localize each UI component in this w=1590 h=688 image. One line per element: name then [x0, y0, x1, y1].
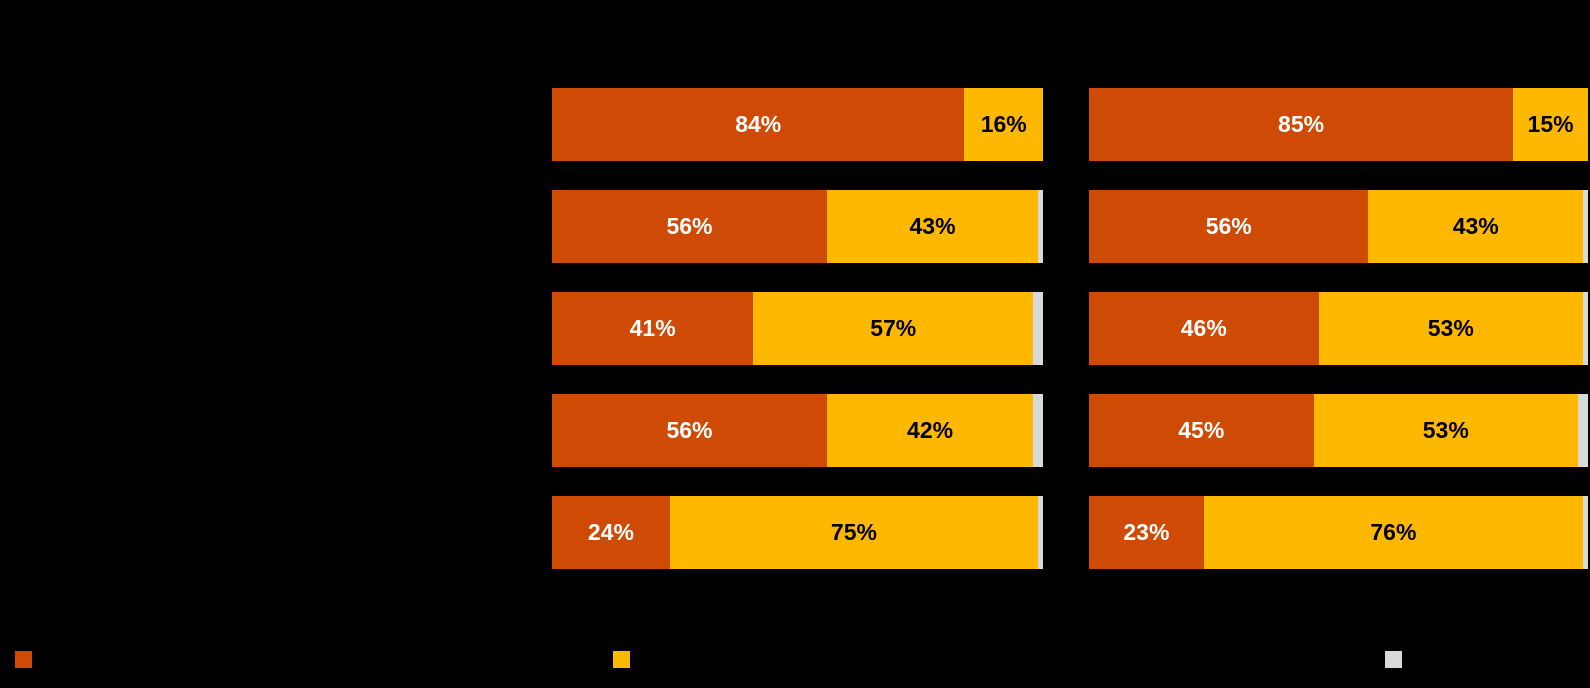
- bar-segment-series2: 15%: [1513, 88, 1588, 161]
- stacked-bar-row: 41% 57%: [552, 292, 1043, 365]
- bar-value-label: 56%: [666, 417, 713, 443]
- stacked-bar-row: 84% 16%: [552, 88, 1043, 161]
- bar-segment-remainder: [1578, 394, 1588, 467]
- bar-segment-series2: 53%: [1318, 292, 1583, 365]
- bar-segment-series2: 76%: [1203, 496, 1583, 569]
- bar-value-label: 41%: [629, 315, 676, 341]
- bar-segment-series2: 53%: [1313, 394, 1579, 467]
- bar-segment-series1: 45%: [1089, 394, 1314, 467]
- left-panel: 84% 16% 56% 43% 41% 57% 56% 42% 24% 75%: [552, 88, 1043, 569]
- bar-segment-remainder: [1583, 292, 1588, 365]
- bar-segment-series2: 43%: [826, 190, 1039, 263]
- stacked-bar-row: 56% 42%: [552, 394, 1043, 467]
- bar-value-label: 57%: [870, 315, 917, 341]
- bar-segment-series1: 56%: [552, 190, 827, 263]
- bar-segment-series2: 16%: [964, 88, 1043, 161]
- bar-segment-series2: 42%: [826, 394, 1034, 467]
- bar-value-label: 56%: [666, 213, 713, 239]
- bar-value-label: 43%: [1452, 213, 1499, 239]
- stacked-bar-row: 56% 43%: [552, 190, 1043, 263]
- stacked-bar-row: 45% 53%: [1089, 394, 1588, 467]
- bar-segment-series2: 75%: [669, 496, 1039, 569]
- bar-value-label: 53%: [1427, 315, 1474, 341]
- bar-segment-series1: 41%: [552, 292, 754, 365]
- bar-value-label: 15%: [1527, 111, 1574, 137]
- bar-segment-remainder: [1583, 496, 1588, 569]
- chart-legend: [0, 651, 1590, 668]
- right-panel: 85% 15% 56% 43% 46% 53% 45% 53% 23% 76%: [1089, 88, 1588, 569]
- bar-segment-series1: 85%: [1089, 88, 1514, 161]
- bar-value-label: 45%: [1178, 417, 1225, 443]
- bar-segment-series1: 56%: [1089, 190, 1369, 263]
- bar-value-label: 24%: [587, 519, 634, 545]
- bar-value-label: 56%: [1205, 213, 1252, 239]
- bar-value-label: 23%: [1123, 519, 1170, 545]
- legend-swatch-series2: [613, 651, 630, 668]
- bar-value-label: 84%: [735, 111, 782, 137]
- bar-value-label: 53%: [1422, 417, 1469, 443]
- bar-segment-remainder: [1038, 190, 1043, 263]
- bar-segment-remainder: [1583, 190, 1588, 263]
- bar-value-label: 85%: [1278, 111, 1325, 137]
- legend-swatch-remainder: [1385, 651, 1402, 668]
- stacked-bar-row: 24% 75%: [552, 496, 1043, 569]
- stacked-bar-row: 46% 53%: [1089, 292, 1588, 365]
- bar-segment-remainder: [1033, 394, 1043, 467]
- bar-segment-series1: 56%: [552, 394, 827, 467]
- stacked-bar-row: 56% 43%: [1089, 190, 1588, 263]
- legend-swatch-series1: [15, 651, 32, 668]
- bar-value-label: 75%: [830, 519, 877, 545]
- bar-value-label: 46%: [1180, 315, 1227, 341]
- bar-segment-series1: 23%: [1089, 496, 1204, 569]
- bar-value-label: 43%: [909, 213, 956, 239]
- bar-segment-series2: 43%: [1368, 190, 1583, 263]
- bar-segment-series1: 24%: [552, 496, 670, 569]
- stacked-bar-row: 85% 15%: [1089, 88, 1588, 161]
- bar-segment-series1: 84%: [552, 88, 965, 161]
- bar-segment-series1: 46%: [1089, 292, 1319, 365]
- bar-segment-series2: 57%: [753, 292, 1034, 365]
- bar-segment-remainder: [1033, 292, 1043, 365]
- stacked-bar-row: 23% 76%: [1089, 496, 1588, 569]
- bar-value-label: 16%: [980, 111, 1027, 137]
- bar-segment-remainder: [1038, 496, 1043, 569]
- bar-value-label: 76%: [1370, 519, 1417, 545]
- bar-value-label: 42%: [907, 417, 954, 443]
